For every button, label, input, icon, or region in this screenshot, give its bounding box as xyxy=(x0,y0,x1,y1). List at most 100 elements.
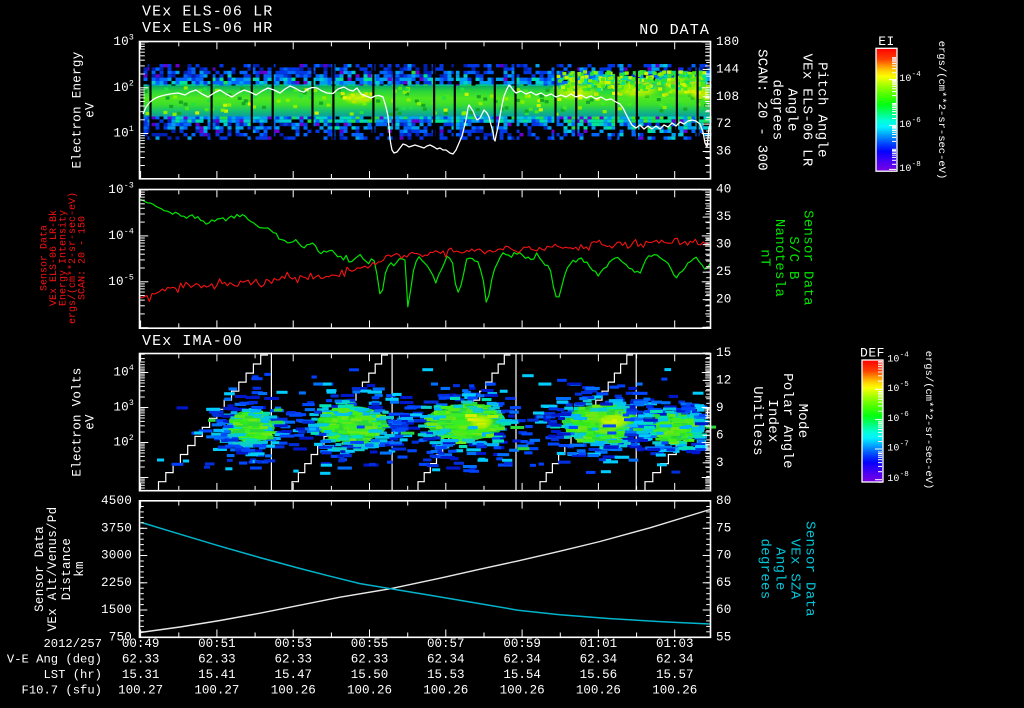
svg-text:65: 65 xyxy=(716,576,732,590)
svg-text:00:55: 00:55 xyxy=(351,637,389,651)
svg-text:S/C B: S/C B xyxy=(785,236,801,280)
svg-text:Electron Energy: Electron Energy xyxy=(71,51,85,168)
svg-text:15.53: 15.53 xyxy=(427,668,465,682)
svg-text:100.26: 100.26 xyxy=(652,684,697,698)
svg-text:Distance: Distance xyxy=(60,538,74,600)
svg-text:ergs/(cm**2-sr-sec-eV): ergs/(cm**2-sr-sec-eV) xyxy=(922,351,934,490)
svg-text:108: 108 xyxy=(716,90,739,104)
svg-text:1500: 1500 xyxy=(101,603,132,617)
svg-text:60: 60 xyxy=(716,603,732,617)
svg-text:Nanotesla: Nanotesla xyxy=(771,219,787,297)
svg-text:Pitch Angle: Pitch Angle xyxy=(814,62,830,158)
svg-text:VEx Alt/Venus/Pd: VEx Alt/Venus/Pd xyxy=(46,507,60,632)
svg-text:EI: EI xyxy=(878,34,895,49)
svg-text:30: 30 xyxy=(716,238,732,252)
svg-text:Sensor Data: Sensor Data xyxy=(802,521,818,617)
svg-text:SCAN: 20 - 150: SCAN: 20 - 150 xyxy=(78,216,89,300)
svg-text:VEx ELS-06 LR: VEx ELS-06 LR xyxy=(142,4,273,21)
svg-text:3000: 3000 xyxy=(101,549,132,563)
svg-text:3750: 3750 xyxy=(101,521,132,535)
svg-text:100.27: 100.27 xyxy=(194,684,239,698)
svg-text:100.26: 100.26 xyxy=(271,684,316,698)
svg-text:35: 35 xyxy=(716,210,732,224)
svg-text:15.31: 15.31 xyxy=(122,668,160,682)
svg-text:01:01: 01:01 xyxy=(580,637,618,651)
svg-text:62.34: 62.34 xyxy=(580,653,618,667)
svg-text:00:59: 00:59 xyxy=(503,637,541,651)
svg-text:2012/257: 2012/257 xyxy=(43,637,102,651)
svg-text:DEF: DEF xyxy=(860,346,885,361)
svg-text:15: 15 xyxy=(716,346,732,360)
svg-text:VEx ELS-06 LR: VEx ELS-06 LR xyxy=(799,53,815,166)
svg-text:degrees: degrees xyxy=(769,80,785,141)
svg-text:2250: 2250 xyxy=(101,576,132,590)
svg-text:VEx ELS-06 HR: VEx ELS-06 HR xyxy=(142,20,273,37)
svg-text:00:53: 00:53 xyxy=(274,637,312,651)
svg-text:104: 104 xyxy=(113,364,134,380)
svg-text:Angle: Angle xyxy=(772,547,788,591)
svg-text:Sensor Data: Sensor Data xyxy=(33,526,47,612)
svg-text:4500: 4500 xyxy=(101,494,132,508)
svg-text:101: 101 xyxy=(113,125,134,141)
svg-text:20: 20 xyxy=(716,293,732,307)
svg-text:VEx ELS-06 LR-Bk: VEx ELS-06 LR-Bk xyxy=(48,210,60,306)
svg-text:750: 750 xyxy=(109,630,132,644)
svg-text:100.27: 100.27 xyxy=(118,684,163,698)
svg-text:62.33: 62.33 xyxy=(122,653,160,667)
svg-text:3: 3 xyxy=(716,456,724,470)
svg-text:180: 180 xyxy=(716,35,739,49)
svg-text:62.33: 62.33 xyxy=(351,653,389,667)
svg-text:Polar Angle: Polar Angle xyxy=(779,373,795,469)
svg-text:ergs/(cm**2-sr-sec-eV): ergs/(cm**2-sr-sec-eV) xyxy=(67,192,79,324)
svg-text:V-E Ang (deg): V-E Ang (deg) xyxy=(7,653,102,667)
svg-text:00:49: 00:49 xyxy=(122,637,160,651)
svg-text:NO DATA: NO DATA xyxy=(639,22,710,39)
svg-text:15.56: 15.56 xyxy=(580,668,618,682)
svg-text:102: 102 xyxy=(113,79,134,95)
svg-text:100.26: 100.26 xyxy=(423,684,468,698)
svg-text:Angle: Angle xyxy=(784,88,800,132)
svg-text:9: 9 xyxy=(716,401,724,415)
svg-text:Energy Intensity: Energy Intensity xyxy=(58,210,70,306)
svg-text:80: 80 xyxy=(716,494,732,508)
svg-text:75: 75 xyxy=(716,521,732,535)
svg-text:62.33: 62.33 xyxy=(274,653,312,667)
svg-text:Electron Volts: Electron Volts xyxy=(71,367,85,476)
svg-text:36: 36 xyxy=(716,145,732,159)
svg-text:VEx IMA-00: VEx IMA-00 xyxy=(142,333,243,350)
svg-text:VEx SZA: VEx SZA xyxy=(787,539,803,600)
svg-text:Index: Index xyxy=(764,399,780,443)
svg-text:40: 40 xyxy=(716,183,732,197)
svg-text:62.34: 62.34 xyxy=(656,653,694,667)
svg-text:degrees: degrees xyxy=(757,539,773,600)
svg-text:15.41: 15.41 xyxy=(198,668,236,682)
svg-text:SCAN: 20 - 300: SCAN: 20 - 300 xyxy=(754,49,770,171)
svg-text:00:51: 00:51 xyxy=(198,637,236,651)
svg-text:15.57: 15.57 xyxy=(656,668,694,682)
svg-text:12: 12 xyxy=(716,373,732,387)
svg-text:Sensor Data: Sensor Data xyxy=(39,225,50,291)
svg-text:70: 70 xyxy=(716,549,732,563)
svg-text:144: 144 xyxy=(716,62,739,76)
svg-text:Mode: Mode xyxy=(794,404,810,439)
svg-text:55: 55 xyxy=(716,630,732,644)
svg-text:15.54: 15.54 xyxy=(503,668,541,682)
svg-text:LST (hr): LST (hr) xyxy=(43,668,102,682)
svg-text:eV: eV xyxy=(84,414,98,430)
svg-text:Unitless: Unitless xyxy=(749,386,765,456)
svg-text:01:03: 01:03 xyxy=(656,637,694,651)
svg-text:62.33: 62.33 xyxy=(198,653,236,667)
svg-text:00:57: 00:57 xyxy=(427,637,465,651)
svg-text:102: 102 xyxy=(113,434,134,450)
svg-text:nT: nT xyxy=(757,249,773,266)
svg-text:Sensor Data: Sensor Data xyxy=(799,210,815,306)
svg-text:ergs/(cm**2-sr-sec-eV): ergs/(cm**2-sr-sec-eV) xyxy=(935,41,947,180)
svg-text:62.34: 62.34 xyxy=(427,653,465,667)
svg-text:6: 6 xyxy=(716,428,724,442)
svg-text:eV: eV xyxy=(84,102,98,118)
svg-text:62.34: 62.34 xyxy=(503,653,541,667)
svg-text:15.50: 15.50 xyxy=(351,668,389,682)
svg-text:F10.7 (sfu): F10.7 (sfu) xyxy=(22,684,102,698)
svg-text:72: 72 xyxy=(716,117,732,131)
svg-text:25: 25 xyxy=(716,265,732,279)
